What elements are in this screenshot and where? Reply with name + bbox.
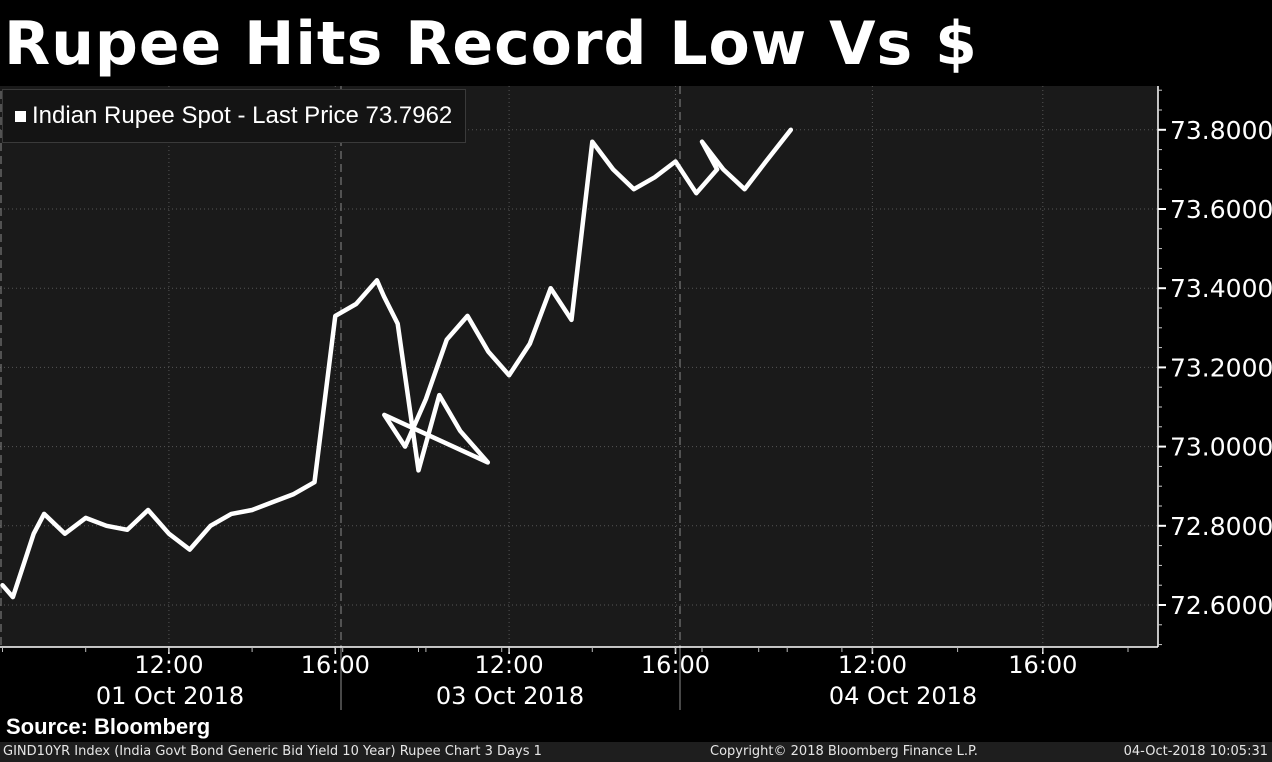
- y-tick-label: 73.6000: [1170, 195, 1272, 224]
- y-tick-label: 73.0000: [1170, 433, 1272, 462]
- plot-area: [0, 86, 1158, 647]
- x-tick-label: 12:00: [838, 651, 907, 679]
- day-separators: [0, 86, 681, 710]
- y-tick-label: 73.4000: [1170, 274, 1272, 303]
- series-line-rupee-spot: [0, 127, 794, 600]
- footer-description: GIND10YR Index (India Govt Bond Generic …: [3, 744, 542, 759]
- chart-title: Rupee Hits Record Low Vs $: [4, 9, 978, 79]
- footer-bar: GIND10YR Index (India Govt Bond Generic …: [0, 742, 1272, 762]
- day-label: 01 Oct 2018: [96, 682, 244, 710]
- x-tick-label: 12:00: [134, 651, 203, 679]
- x-tick-label: 16:00: [641, 651, 710, 679]
- legend: Indian Rupee Spot - Last Price 73.7962: [2, 89, 467, 143]
- y-tick-label: 72.8000: [1170, 512, 1272, 541]
- x-tick-label: 16:00: [301, 651, 370, 679]
- day-labels: 01 Oct 2018 03 Oct 2018 04 Oct 2018: [96, 682, 977, 710]
- footer-copyright: Copyright© 2018 Bloomberg Finance L.P.: [710, 744, 978, 759]
- x-tick-label: 16:00: [1008, 651, 1077, 679]
- legend-label: Indian Rupee Spot - Last Price 73.7962: [32, 102, 453, 129]
- day-label: 03 Oct 2018: [436, 682, 584, 710]
- line-chart: 72.6000 72.8000 73.0000 73.2000 73.4000 73.60…: [0, 86, 1272, 710]
- source-note: Source: Bloomberg: [6, 714, 211, 739]
- y-tick-label: 73.8000: [1170, 116, 1272, 145]
- legend-swatch: [15, 110, 26, 122]
- x-axis-ticks: 12:00 16:00 12:00 16:00 12:00 16:00: [2, 647, 1129, 679]
- footer-timestamp: 04-Oct-2018 10:05:31: [1123, 744, 1268, 759]
- y-tick-label: 73.2000: [1170, 353, 1272, 382]
- y-axis-ticks: 72.6000 72.8000 73.0000 73.2000 73.4000 73.60…: [1158, 116, 1272, 620]
- x-tick-label: 12:00: [475, 651, 544, 679]
- day-label: 04 Oct 2018: [829, 682, 977, 710]
- y-tick-label: 72.6000: [1170, 591, 1272, 620]
